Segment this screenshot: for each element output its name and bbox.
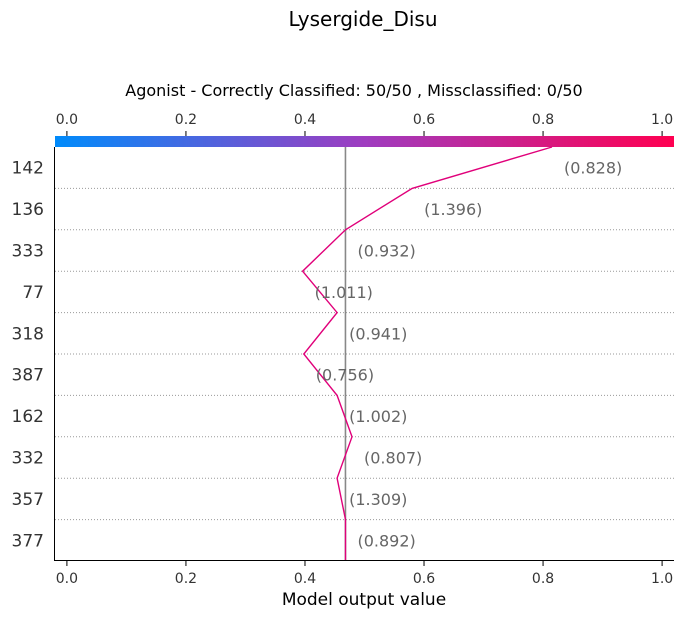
bottom-tick-label: 0.0 [56, 571, 78, 587]
top-tick-label: 0.4 [294, 112, 316, 128]
x-axis-label: Model output value [282, 590, 446, 610]
feature-value-label: (0.756) [316, 366, 374, 385]
chart-title: Lysergide_Disu [288, 7, 437, 31]
feature-label: 387 [12, 366, 44, 386]
feature-label: 332 [12, 449, 44, 469]
feature-label: 333 [12, 242, 44, 262]
top-tick-label: 1.0 [651, 112, 673, 128]
top-axis: 0.0 0.2 0.4 0.6 0.8 1.0 [56, 112, 673, 136]
chart-subtitle: Agonist - Correctly Classified: 50/50 , … [125, 81, 582, 100]
top-tick-label: 0.0 [56, 112, 78, 128]
feature-value-label: (1.396) [424, 200, 482, 219]
feature-label: 377 [12, 531, 44, 551]
row-gridlines [55, 187, 674, 521]
top-tick-label: 0.6 [413, 112, 435, 128]
bottom-tick-label: 0.6 [413, 571, 435, 587]
feature-label: 357 [12, 490, 44, 510]
feature-value-label: (0.828) [564, 159, 622, 178]
feature-labels: 142 136 333 77 318 387 162 332 357 377 [12, 159, 44, 552]
feature-values: (0.828) (1.396) (0.932) (1.011) (0.941) (0.75… [315, 159, 623, 551]
feature-label: 77 [22, 283, 44, 303]
feature-value-label: (1.002) [349, 407, 407, 426]
feature-label: 162 [12, 407, 44, 427]
feature-label: 318 [12, 324, 44, 344]
bottom-axis: 0.0 0.2 0.4 0.6 0.8 1.0 [56, 561, 673, 587]
feature-label: 142 [12, 159, 44, 179]
feature-value-label: (0.892) [357, 531, 415, 550]
feature-value-label: (0.807) [364, 449, 422, 468]
bottom-tick-label: 0.8 [532, 571, 554, 587]
bottom-tick-label: 0.2 [175, 571, 197, 587]
feature-value-label: (1.309) [349, 490, 407, 509]
bottom-tick-label: 1.0 [651, 571, 673, 587]
colorbar [55, 136, 674, 147]
feature-value-label: (1.011) [315, 283, 373, 302]
bottom-tick-label: 0.4 [294, 571, 316, 587]
feature-label: 136 [12, 200, 44, 220]
feature-value-label: (0.941) [349, 324, 407, 343]
decision-path [301, 146, 553, 561]
feature-value-label: (0.932) [357, 242, 415, 261]
top-tick-label: 0.2 [175, 112, 197, 128]
top-tick-label: 0.8 [532, 112, 554, 128]
